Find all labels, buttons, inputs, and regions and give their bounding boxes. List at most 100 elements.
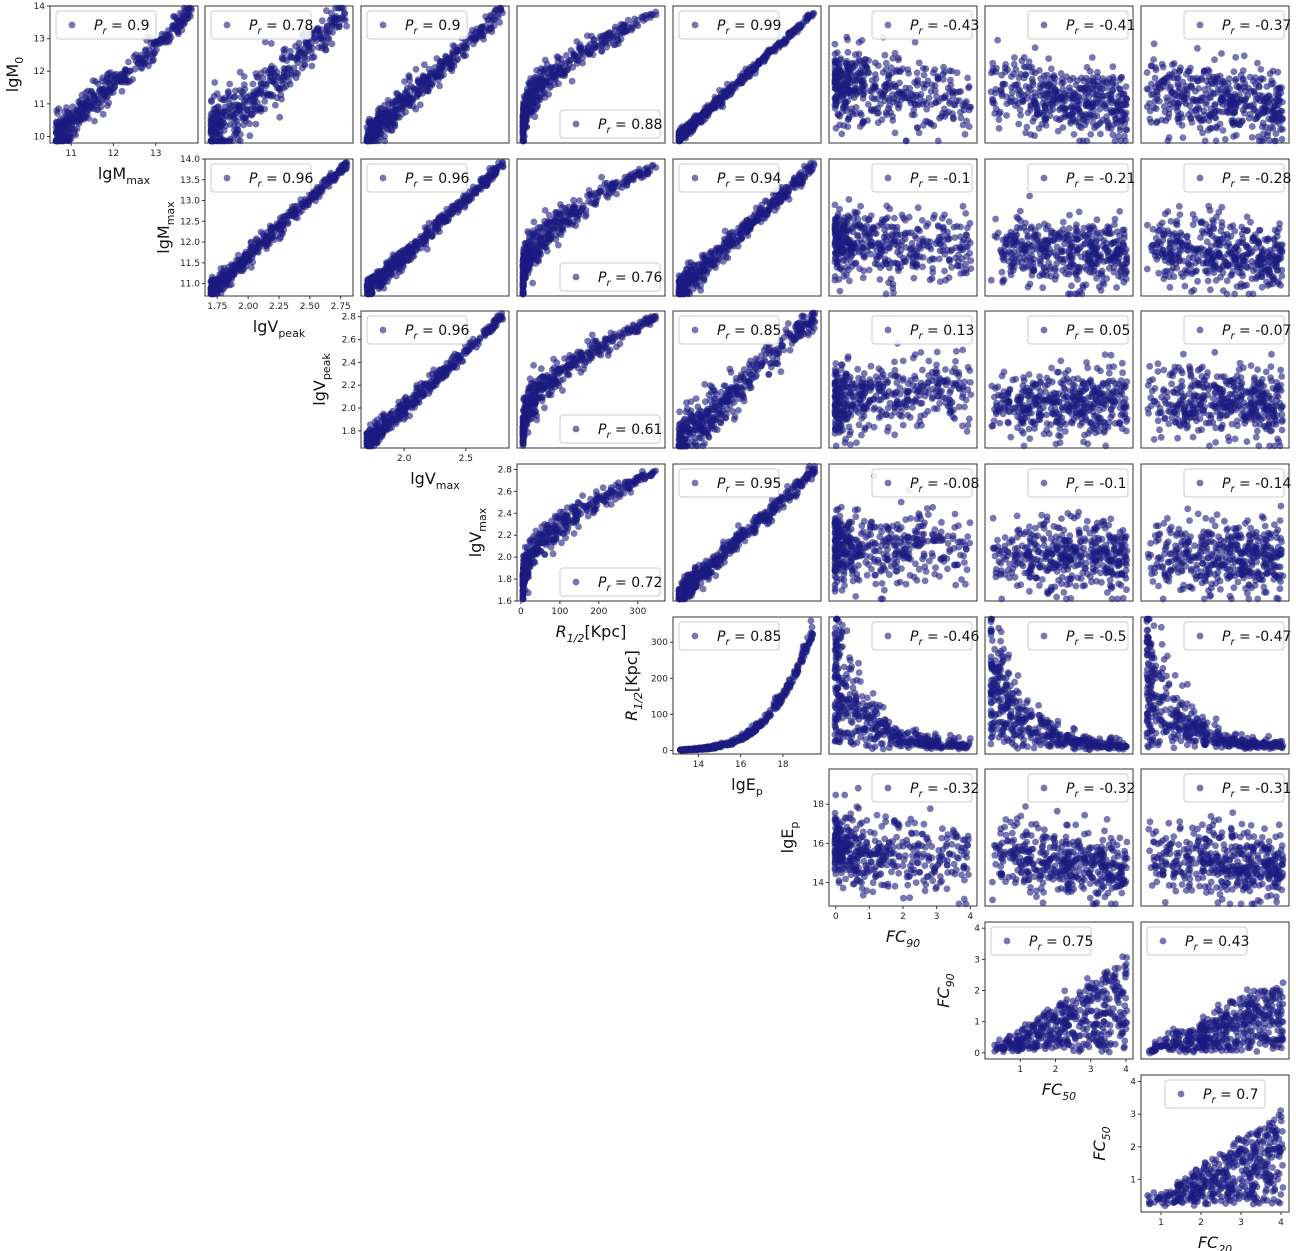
scatter-point bbox=[524, 245, 531, 253]
scatter-point bbox=[219, 115, 227, 122]
scatter-point bbox=[1040, 72, 1048, 80]
scatter-point bbox=[881, 97, 889, 105]
scatter-point bbox=[218, 135, 226, 143]
scatter-point bbox=[231, 107, 238, 114]
scatter-point bbox=[145, 46, 153, 54]
scatter-point bbox=[246, 120, 253, 128]
scatter-point bbox=[1275, 96, 1283, 104]
scatter-point bbox=[928, 101, 935, 108]
scatter-point bbox=[1051, 95, 1058, 103]
scatter-point bbox=[1122, 83, 1130, 90]
scatter-point bbox=[945, 108, 952, 116]
scatter-point bbox=[257, 228, 265, 236]
scatter-point bbox=[227, 135, 234, 143]
scatter-point bbox=[328, 40, 336, 48]
scatter-point bbox=[343, 22, 350, 30]
scatter-point bbox=[851, 76, 858, 84]
scatter-point bbox=[481, 177, 488, 185]
scatter-point bbox=[435, 62, 443, 70]
scatter-point bbox=[652, 8, 660, 16]
scatter-point bbox=[542, 229, 550, 237]
scatter-panel: Pr = 0.88 bbox=[516, 5, 666, 145]
scatter-point bbox=[251, 95, 258, 103]
scatter-point bbox=[211, 79, 219, 86]
scatter-point bbox=[948, 67, 956, 75]
scatter-point bbox=[1116, 126, 1124, 134]
scatter-point bbox=[246, 132, 254, 140]
scatter-point bbox=[844, 123, 852, 131]
scatter-point bbox=[490, 9, 498, 16]
scatter-point bbox=[1163, 94, 1171, 101]
scatter-point bbox=[902, 84, 910, 92]
scatter-point bbox=[1174, 82, 1182, 90]
scatter-point bbox=[207, 122, 215, 129]
scatter-point bbox=[280, 46, 288, 54]
scatter-point bbox=[1221, 136, 1229, 143]
scatter-point bbox=[1237, 96, 1244, 104]
scatter-point bbox=[73, 125, 81, 133]
scatter-point bbox=[332, 171, 340, 179]
scatter-point bbox=[935, 98, 942, 105]
scatter-point bbox=[187, 12, 194, 20]
scatter-point bbox=[1002, 68, 1009, 76]
scatter-point bbox=[676, 130, 683, 138]
scatter-point bbox=[1031, 69, 1039, 77]
scatter-point bbox=[617, 35, 625, 43]
scatter-point bbox=[529, 227, 537, 235]
scatter-point bbox=[1254, 59, 1261, 67]
scatter-point bbox=[749, 65, 757, 72]
scatter-point bbox=[940, 63, 947, 71]
scatter-point bbox=[1001, 80, 1009, 88]
scatter-point bbox=[210, 134, 218, 142]
scatter-point bbox=[643, 11, 651, 19]
scatter-point bbox=[1158, 60, 1166, 68]
scatter-point bbox=[1219, 96, 1227, 104]
scatter-point bbox=[992, 105, 1000, 113]
scatter-point bbox=[462, 199, 470, 207]
scatter-point bbox=[99, 74, 106, 82]
scatter-point bbox=[95, 99, 102, 107]
scatter-point bbox=[151, 39, 159, 47]
scatter-point bbox=[1051, 89, 1059, 96]
scatter-point bbox=[928, 81, 936, 89]
scatter-point bbox=[289, 209, 297, 217]
scatter-point bbox=[950, 115, 957, 123]
scatter-point bbox=[895, 54, 902, 62]
scatter-point bbox=[554, 241, 562, 249]
scatter-point bbox=[600, 38, 608, 46]
scatter-point bbox=[254, 74, 262, 81]
scatter-point bbox=[210, 290, 218, 298]
scatter-point bbox=[911, 38, 919, 46]
scatter-point bbox=[451, 43, 459, 50]
scatter-point bbox=[1116, 106, 1123, 114]
scatter-point bbox=[1232, 77, 1239, 84]
scatter-point bbox=[496, 19, 503, 26]
scatter-point bbox=[1061, 113, 1069, 121]
scatter-point bbox=[382, 117, 390, 125]
scatter-point bbox=[858, 37, 866, 44]
scatter-point bbox=[433, 55, 441, 62]
scatter-point bbox=[1027, 101, 1035, 109]
scatter-point bbox=[261, 67, 269, 74]
scatter-point bbox=[1078, 74, 1085, 82]
scatter-point bbox=[1096, 105, 1104, 113]
legend: Pr = 0.78 bbox=[210, 10, 313, 40]
scatter-point bbox=[451, 202, 459, 210]
scatter-point bbox=[736, 80, 743, 88]
scatter-point bbox=[1079, 137, 1087, 145]
scatter-point bbox=[1206, 124, 1214, 132]
scatter-point bbox=[864, 101, 872, 108]
scatter-point bbox=[363, 134, 371, 142]
scatter-point bbox=[871, 71, 879, 78]
scatter-point bbox=[119, 73, 127, 81]
scatter-point bbox=[1164, 137, 1172, 145]
scatter-point bbox=[573, 209, 581, 217]
scatter-point bbox=[329, 22, 336, 30]
scatter-point bbox=[404, 257, 411, 265]
scatter-point bbox=[904, 66, 912, 73]
scatter-point bbox=[934, 76, 942, 83]
legend: Pr = 0.9 bbox=[55, 10, 157, 40]
scatter-point bbox=[1266, 70, 1274, 78]
scatter-point bbox=[617, 29, 625, 37]
